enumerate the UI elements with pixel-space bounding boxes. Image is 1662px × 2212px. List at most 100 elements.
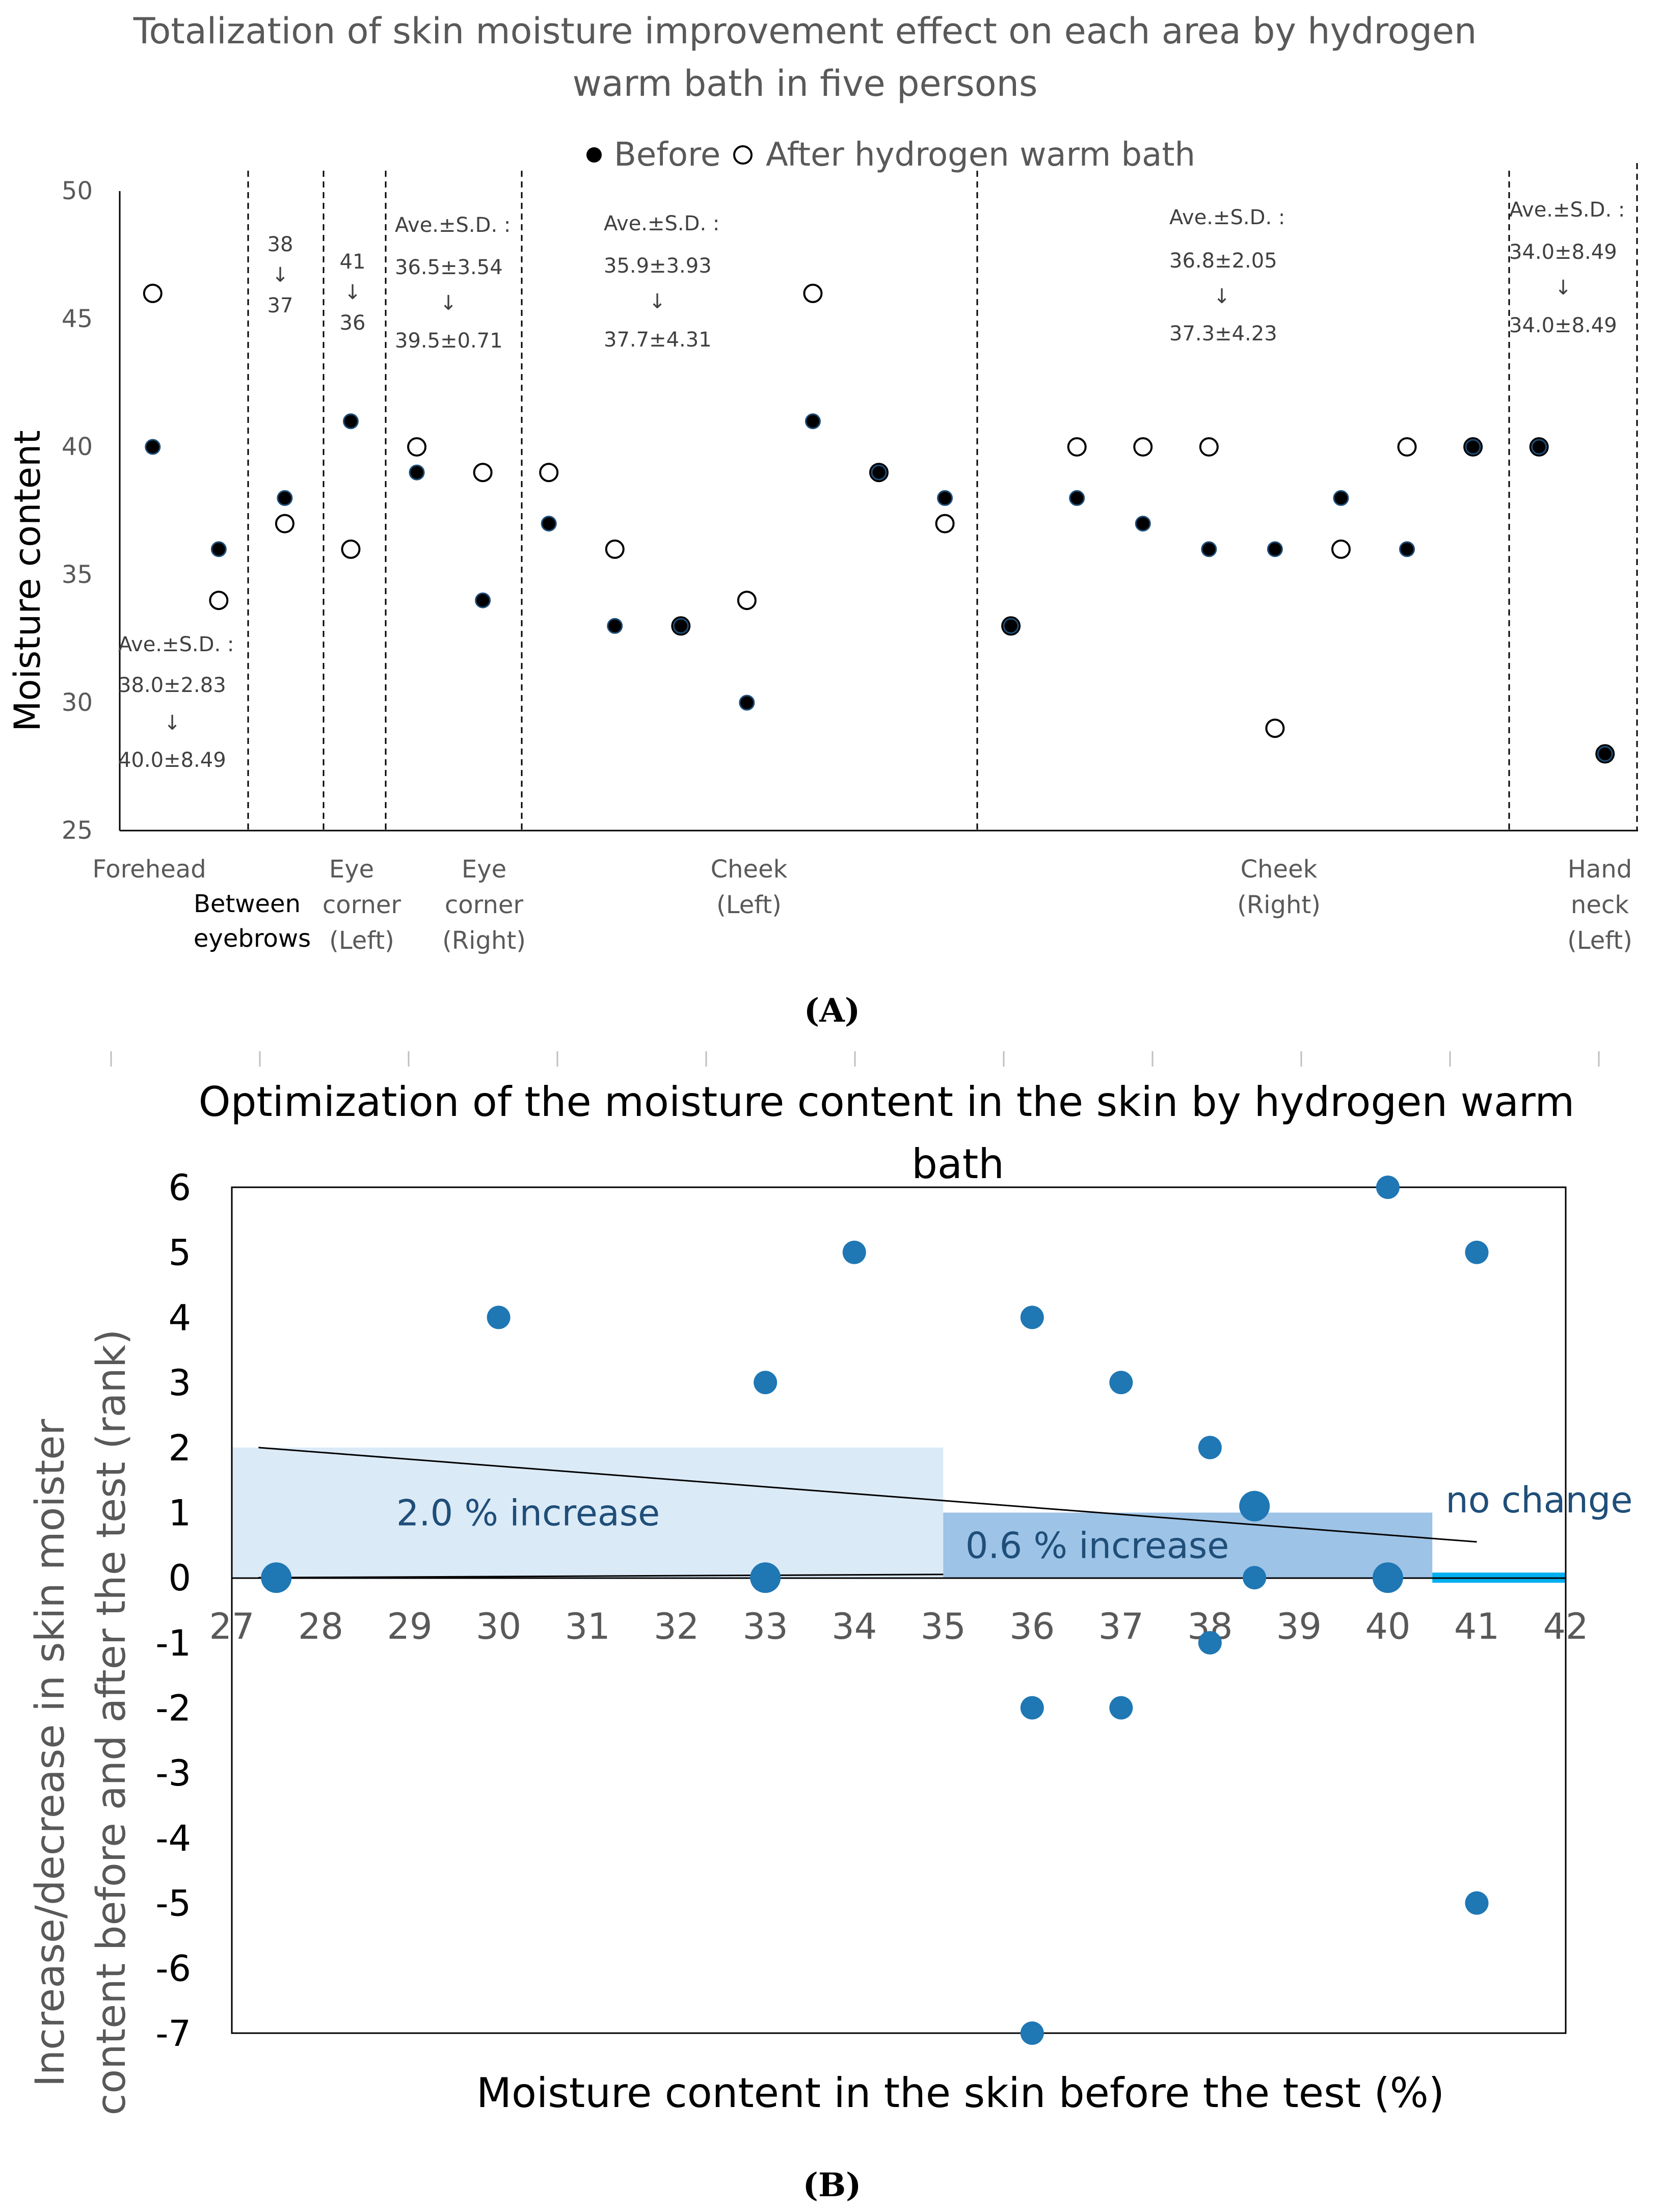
- panel-b-y-tick-label: -7: [155, 2013, 191, 2055]
- area-label-cheek-left-2: (Left): [716, 891, 782, 919]
- point-before-3: [277, 490, 293, 506]
- annotation-between-eyebrows-line-1: 38: [267, 233, 293, 256]
- annotation-eye-left-line-3: 36: [340, 311, 366, 335]
- point-12: [1198, 1631, 1222, 1655]
- point-before-17: [1201, 541, 1217, 557]
- area-label-forehead: Forehead: [92, 855, 206, 884]
- point-before-18: [1267, 541, 1283, 557]
- point-7: [1020, 1696, 1044, 1720]
- annotation-between-eyebrows-arrow: ↓: [272, 263, 289, 287]
- panel-b-ylabel-line-2: content before and after the test (rank): [89, 1329, 135, 2116]
- panel-a-y-ticks: 25 30 35 40 45 50: [62, 177, 93, 845]
- panel-b-top-ticks: [110, 1051, 1600, 1067]
- panel-b-ylabel-line-1: Increase/decrease in skin moister: [28, 1419, 73, 2087]
- point-after-5: [407, 437, 427, 457]
- point-after-17: [1199, 437, 1219, 457]
- point-16: [1372, 1562, 1403, 1593]
- point-after-19: [1331, 539, 1351, 559]
- point-before-20: [1399, 541, 1415, 557]
- panel-a-legend: Before After hydrogen warm bath: [586, 136, 1195, 174]
- annotation-cheek-left-line-1: Ave.±S.D. :: [604, 212, 719, 235]
- point-13: [1239, 1490, 1270, 1522]
- area-label-hand-neck-2: neck: [1571, 891, 1629, 919]
- point-after-15: [1067, 437, 1087, 457]
- point-5: [842, 1240, 866, 1264]
- point-8: [1020, 2021, 1044, 2045]
- panel-b-x-ticks: 27 28 29 30 31 32 33 34 35 36 37 38 39 40 41 42: [209, 1606, 1588, 1647]
- panel-b-y-ticks: -7 -6 -5 -4 -3 -2 -1 0 1 2 3 4 5 6: [155, 1167, 191, 2055]
- point-18: [1465, 1891, 1489, 1915]
- annotation-cheek-right: Ave.±S.D. : 36.8±2.05 ↓ 37.3±4.23: [1169, 206, 1285, 345]
- area-label-eye-left-3: (Left): [329, 926, 394, 955]
- trendline-1: [258, 1447, 1477, 1543]
- panel-b-x-tick-label: 31: [565, 1606, 610, 1647]
- panel-b-x-tick-label: 37: [1098, 1606, 1144, 1647]
- point-after-4: [341, 539, 361, 559]
- panel-a-y-tick-label: 40: [62, 433, 93, 461]
- point-6: [1020, 1305, 1044, 1329]
- annotation-eye-left: 41 ↓ 36: [340, 250, 366, 335]
- area-label-eye-left-1: Eye: [329, 855, 374, 884]
- annotation-cheek-right-line-2: 36.8±2.05: [1169, 249, 1277, 273]
- panel-b-x-tick-label: 29: [387, 1606, 433, 1647]
- point-17: [1465, 1240, 1489, 1264]
- annotation-hand-neck-line-1: Ave.±S.D. :: [1509, 198, 1625, 222]
- legend-after-label: After hydrogen warm bath: [766, 136, 1195, 174]
- area-label-cheek-left-1: Cheek: [711, 855, 788, 884]
- panel-b-x-tick-label: 34: [832, 1606, 877, 1647]
- panel-b-x-tick-label: 32: [654, 1606, 699, 1647]
- annotation-forehead-arrow: ↓: [164, 711, 181, 735]
- annotation-eye-left-arrow: ↓: [344, 281, 361, 304]
- annotation-cheek-left: Ave.±S.D. : 35.9±3.93 ↓ 37.7±4.31: [604, 212, 719, 352]
- panel-a-label: (A): [804, 992, 860, 1030]
- area-label-between-eyebrows-1: Between: [194, 890, 301, 918]
- point-before-2: [210, 541, 227, 557]
- panel-b-y-tick-label: -1: [155, 1622, 191, 1664]
- panel-a-y-tick-label: 50: [62, 177, 93, 205]
- panel-b-label: (B): [803, 2166, 862, 2204]
- annotation-hand-neck-arrow: ↓: [1554, 276, 1572, 300]
- panel-b-regions: [232, 1447, 1566, 1583]
- annotation-cheek-right-line-1: Ave.±S.D. :: [1169, 206, 1285, 229]
- point-before-1: [145, 439, 161, 455]
- point-after-2: [209, 591, 229, 610]
- legend-before-label: Before: [614, 136, 720, 174]
- panel-a-points: [143, 283, 1615, 764]
- annotation-hand-neck-line-2: 34.0±8.49: [1509, 241, 1617, 264]
- panel-b-y-tick-label: 6: [168, 1167, 191, 1209]
- legend-before-marker: [586, 147, 602, 163]
- area-label-eye-right-2: corner: [445, 891, 524, 919]
- annotation-forehead-line-4: 40.0±8.49: [118, 749, 226, 772]
- point-after-18: [1265, 718, 1285, 738]
- panel-b-x-tick-label: 36: [1009, 1606, 1055, 1647]
- point-after-13: [935, 514, 955, 534]
- point-10: [1109, 1696, 1133, 1720]
- annotation-hand-neck-line-4: 34.0±8.49: [1509, 314, 1617, 337]
- panel-a-y-tick-label: 25: [62, 816, 93, 845]
- panel-a-separators: [247, 163, 1638, 831]
- annotation-forehead-line-2: 38.0±2.83: [118, 674, 226, 697]
- annotation-between-eyebrows: 38 ↓ 37: [267, 233, 293, 317]
- point-before-5: [409, 464, 425, 481]
- panel-b-x-tick-label: 28: [298, 1606, 343, 1647]
- point-before-21: [1465, 439, 1481, 455]
- annotation-cheek-right-line-4: 37.3±4.23: [1169, 322, 1277, 345]
- panel-b-plot-frame: [231, 1186, 1567, 2034]
- point-after-1: [143, 283, 163, 303]
- point-before-10: [739, 695, 755, 711]
- panel-b-region-labels: 2.0 % increase 0.6 % increase no change: [396, 1479, 1633, 1566]
- panel-b-x-tick-label: 35: [921, 1606, 966, 1647]
- panel-b-y-tick-label: -2: [155, 1688, 191, 1729]
- panel-b-points: [261, 1176, 1489, 2045]
- panel-b-y-tick-label: 0: [168, 1557, 191, 1599]
- area-label-eye-right-1: Eye: [462, 855, 506, 884]
- annotation-eye-right-line-2: 36.5±3.54: [395, 256, 503, 279]
- point-after-16: [1133, 437, 1153, 457]
- point-1: [261, 1562, 292, 1593]
- point-before-13: [937, 490, 953, 506]
- point-before-14: [1003, 618, 1019, 634]
- annotation-hand-neck: Ave.±S.D. : 34.0±8.49 ↓ 34.0±8.49: [1509, 198, 1625, 337]
- panel-b-x-tick-label: 39: [1276, 1606, 1322, 1647]
- panel-a-y-tick-label: 35: [62, 561, 93, 589]
- region-label-3: no change: [1445, 1479, 1632, 1521]
